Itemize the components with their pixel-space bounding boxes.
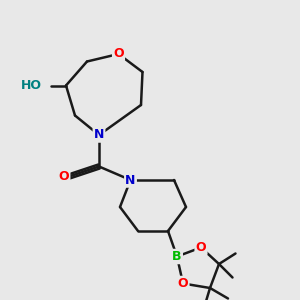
Text: HO: HO bbox=[21, 79, 42, 92]
Text: N: N bbox=[125, 173, 136, 187]
Text: O: O bbox=[58, 170, 69, 184]
Text: O: O bbox=[196, 241, 206, 254]
Text: O: O bbox=[113, 47, 124, 60]
Text: B: B bbox=[172, 250, 182, 263]
Text: O: O bbox=[178, 277, 188, 290]
Text: N: N bbox=[94, 128, 104, 142]
